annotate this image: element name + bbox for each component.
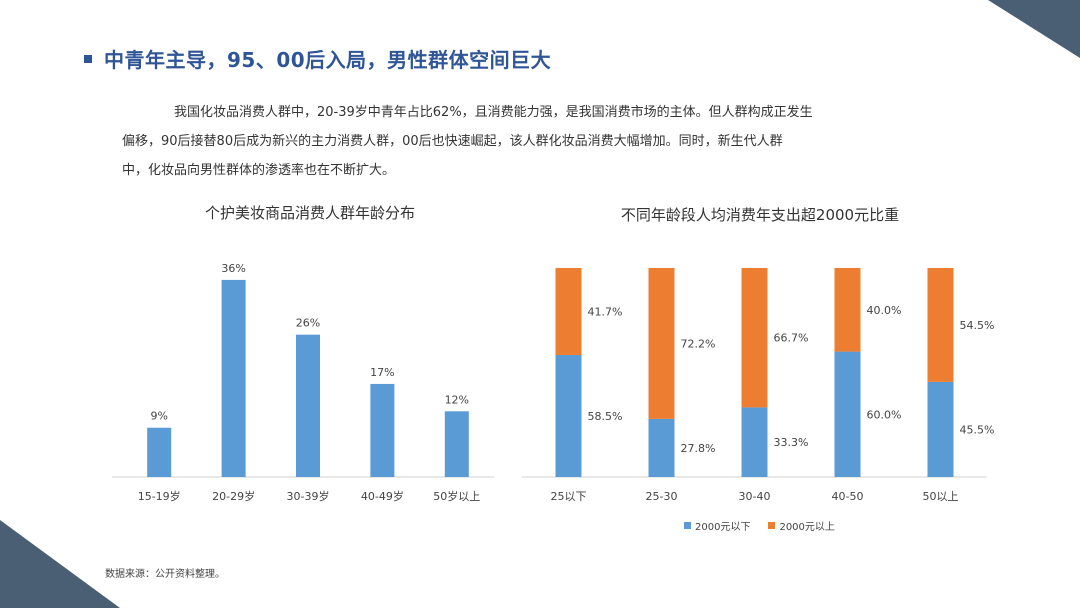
segment-label-below-2000: 33.3% xyxy=(774,436,809,449)
segment-label-above-2000: 72.2% xyxy=(681,337,716,350)
data-source-note: 数据来源：公开资料整理。 xyxy=(105,569,225,580)
age-distribution-chart-title: 个护美妆商品消费人群年龄分布 xyxy=(204,204,415,222)
legend-item-below-2000: 2000元以下 xyxy=(684,518,750,533)
bar-value-label: 36% xyxy=(221,262,245,275)
bar-below-2000-25-30 xyxy=(648,418,675,477)
page-title: 中青年主导，95、00后入局，男性群体空间巨大 xyxy=(104,48,552,72)
legend-item-above-2000: 2000元以上 xyxy=(768,518,835,533)
bar-below-2000-25以下 xyxy=(555,354,582,477)
bar-40-49岁 xyxy=(370,383,395,477)
bar-above-2000-40-50 xyxy=(834,268,861,352)
segment-label-below-2000: 60.0% xyxy=(867,408,902,421)
spending-ratio-chart-title: 不同年龄段人均消费年支出超2000元比重 xyxy=(620,206,900,224)
bar-value-label: 26% xyxy=(296,317,320,330)
bar-above-2000-50以上 xyxy=(927,268,954,382)
segment-label-below-2000: 45.5% xyxy=(960,423,995,436)
segment-label-below-2000: 27.8% xyxy=(681,442,716,455)
legend-swatch-blue xyxy=(684,522,691,529)
title-bullet-icon xyxy=(84,54,92,63)
bar-20-29岁 xyxy=(221,279,246,477)
segment-label-above-2000: 54.5% xyxy=(960,319,995,332)
bar-above-2000-25-30 xyxy=(648,268,675,419)
corner-decoration-top-right xyxy=(988,0,1080,58)
x-tick-label: 25以下 xyxy=(551,490,587,503)
bar-value-label: 9% xyxy=(150,410,167,423)
chart-legend: 2000元以下 2000元以上 xyxy=(684,518,853,533)
bar-below-2000-40-50 xyxy=(834,351,861,477)
x-tick-label: 50以上 xyxy=(923,490,959,503)
x-tick-label: 20-29岁 xyxy=(212,489,255,503)
intro-line: 偏移，90后接替80后成为新兴的主力消费人群，00后也快速崛起，该人群化妆品消费… xyxy=(122,134,783,149)
intro-line: 我国化妆品消费人群中，20-39岁中青年占比62%，且消费能力强，是我国消费市场… xyxy=(174,105,813,120)
page-title-row: 中青年主导，95、00后入局，男性群体空间巨大 xyxy=(84,44,551,73)
segment-label-above-2000: 40.0% xyxy=(867,304,902,317)
bar-50岁以上 xyxy=(444,411,469,477)
bar-above-2000-25以下 xyxy=(555,268,582,355)
legend-label: 2000元以下 xyxy=(695,522,751,533)
segment-label-above-2000: 66.7% xyxy=(774,332,809,345)
x-tick-label: 25-30 xyxy=(646,490,678,503)
x-tick-label: 30-39岁 xyxy=(287,489,330,503)
intro-paragraph: 我国化妆品消费人群中，20-39岁中青年占比62%，且消费能力强，是我国消费市场… xyxy=(122,98,918,185)
bar-value-label: 12% xyxy=(445,393,469,406)
bar-30-39岁 xyxy=(296,334,320,477)
x-tick-label: 40-49岁 xyxy=(361,489,404,503)
legend-label: 2000元以上 xyxy=(779,522,835,533)
intro-line: 中，化妆品向男性群体的渗透率也在不断扩大。 xyxy=(122,163,396,178)
segment-label-above-2000: 41.7% xyxy=(588,305,623,318)
x-tick-label: 40-50 xyxy=(832,490,864,503)
x-tick-label: 30-40 xyxy=(739,490,771,503)
bar-below-2000-50以上 xyxy=(927,381,954,477)
corner-decoration-bottom-left xyxy=(0,520,120,608)
bar-15-19岁 xyxy=(147,427,172,477)
x-tick-label: 50岁以上 xyxy=(433,489,480,503)
x-tick-label: 15-19岁 xyxy=(138,489,181,503)
segment-label-below-2000: 58.5% xyxy=(588,410,623,423)
legend-swatch-orange xyxy=(768,522,776,529)
bar-above-2000-30-40 xyxy=(741,268,768,408)
bar-value-label: 17% xyxy=(370,366,394,379)
bar-below-2000-30-40 xyxy=(741,407,768,477)
